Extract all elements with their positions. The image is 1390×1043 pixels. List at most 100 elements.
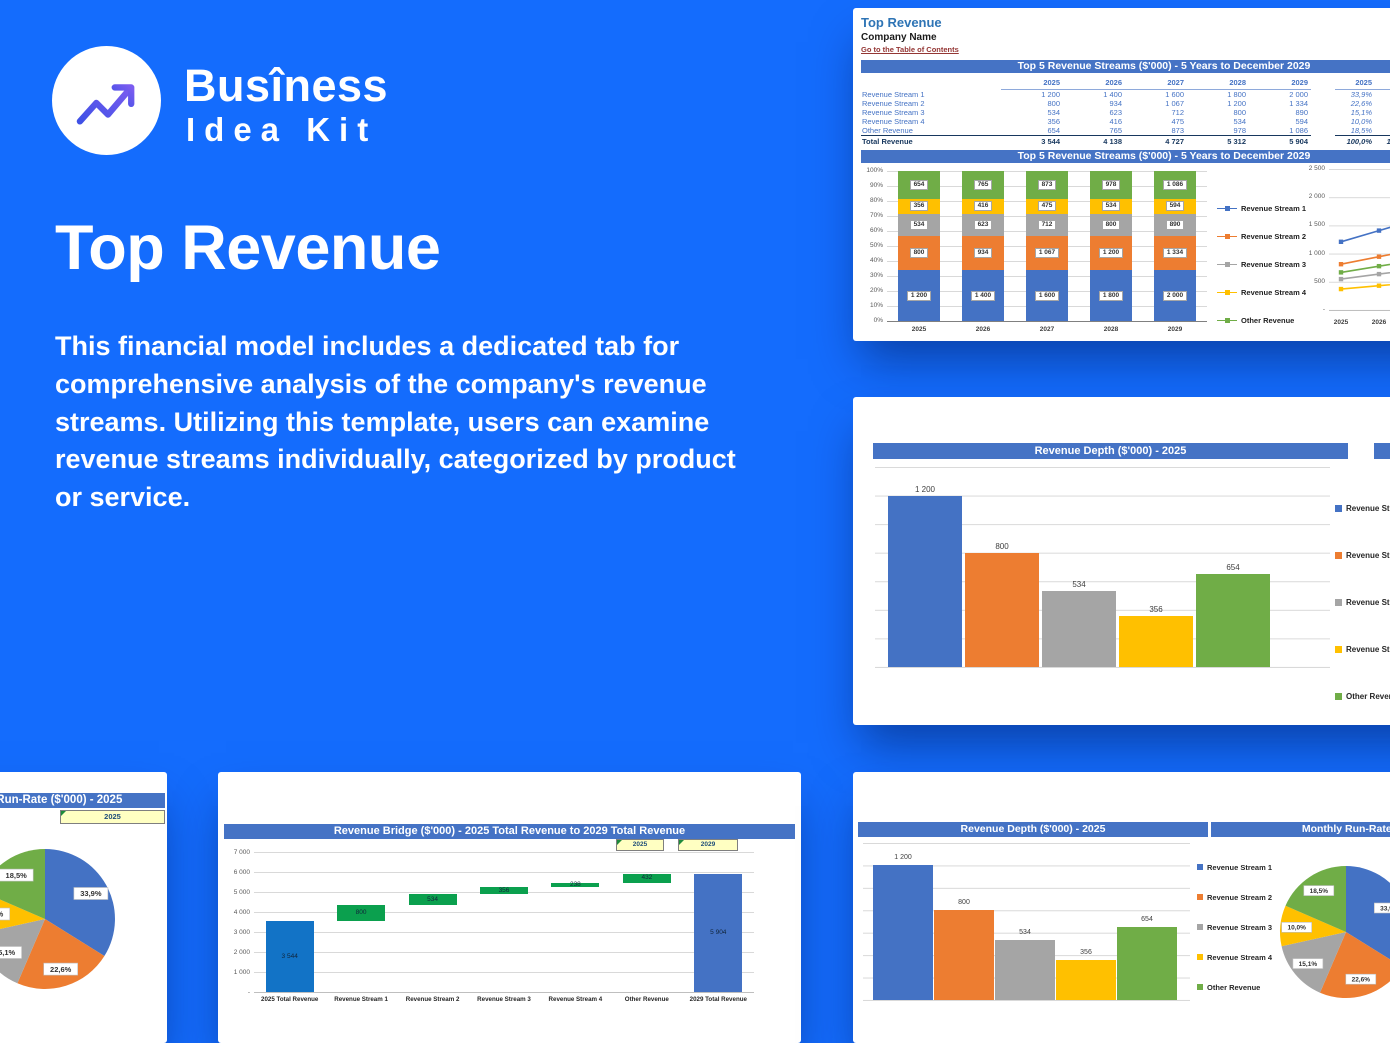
cell-value: 2 000 <box>1289 90 1308 99</box>
cell-pct: 18,5% <box>1350 126 1372 135</box>
pie-value-label: 15,1% <box>1299 961 1318 968</box>
year-filter-dropdown[interactable]: 2025 <box>60 810 165 824</box>
bar-segment: 873 <box>1026 171 1068 199</box>
waterfall-bar-3 <box>408 894 457 906</box>
pct-year-header: 2026 <box>1375 77 1390 90</box>
brand-name: Busîness <box>184 60 389 111</box>
cell-value: 1 800 <box>1227 90 1246 99</box>
y-axis-tick: 100% <box>866 167 883 174</box>
legend-swatch-icon <box>1335 599 1342 606</box>
toc-link[interactable]: Go to the Table of Contents <box>861 45 959 54</box>
bar-value-label: 1 200 <box>906 290 932 301</box>
year-header: 2026 <box>1063 77 1125 90</box>
plot-area: 1 200 800 534 356 654 1 400 934 623 416 765 1 600 1… <box>887 171 1207 322</box>
legend-line-marker-icon <box>1217 261 1237 268</box>
bar-value-label: 3 544 <box>281 952 298 960</box>
cell-pct: 22,6% <box>1375 99 1390 108</box>
panel-runrate-pie: Monthly Run-Rate ($'000) - 2025 2025 33,… <box>0 772 167 1043</box>
cell-pct: 15,1% <box>1350 108 1372 117</box>
sheet-title: Top Revenue <box>861 15 942 30</box>
legend-label: Revenue Stream 4 <box>1346 645 1390 654</box>
bar-value-label: 1 086 <box>1162 179 1188 190</box>
bar-value-label: 800 <box>1101 220 1121 231</box>
row-label: Revenue Stream 3 <box>862 108 925 117</box>
pie-value-label: 22,6% <box>50 965 72 974</box>
bar-value-label: 475 <box>1037 201 1057 212</box>
pie-label-box <box>43 962 78 976</box>
y-axis-tick: 20% <box>869 287 883 294</box>
legend-item: Other Revenue <box>1197 972 1272 1002</box>
x-axis-label: Revenue Stream 3 <box>477 996 531 1003</box>
data-point-marker <box>1376 254 1382 259</box>
bar-segment: 1 400 <box>962 270 1004 321</box>
bar-value-label: 534 <box>909 220 929 231</box>
year-from-filter-dropdown[interactable]: 2025 <box>616 839 664 851</box>
waterfall-bar-2 <box>337 905 386 922</box>
cell-value: 1 200 <box>1041 90 1060 99</box>
cell-value: 765 <box>1109 126 1122 135</box>
data-point-marker <box>1338 276 1344 282</box>
bar-segment: 712 <box>1026 213 1068 237</box>
spacer <box>1311 77 1335 86</box>
y-axis-tick: 2 000 <box>1308 193 1325 201</box>
total-value: 5 312 <box>1187 135 1249 147</box>
bar-segment: 1 086 <box>1154 171 1196 199</box>
data-point-marker <box>1338 270 1344 275</box>
pie-slice-5 <box>1285 866 1346 932</box>
x-axis-label: Revenue Stream 2 <box>405 996 460 1003</box>
cell-value: 416 <box>1109 117 1122 126</box>
total-label: Total Revenue <box>861 135 1001 147</box>
legend-label: Revenue Stream 3 <box>1207 922 1273 932</box>
x-axis-label: 2028 <box>1103 326 1119 333</box>
legend-item: Other Revenue <box>1217 306 1306 334</box>
legend-item: Revenue Stream 3 <box>1197 912 1272 942</box>
legend-label: Revenue Stream 3 <box>1241 259 1307 269</box>
pie-value-label: 10,0% <box>0 910 4 919</box>
legend-item: Revenue Stream 2 <box>1197 882 1272 912</box>
chart-titlebar: Monthly Run-Rate ($'000) - 2025 <box>0 793 165 808</box>
pie-label-box <box>1281 922 1312 933</box>
legend-line-marker-icon <box>1217 233 1237 240</box>
y-axis-tick: 70% <box>869 212 883 219</box>
bar-segment: 1 600 <box>1026 270 1068 321</box>
total-pct: 100,0% <box>1375 135 1390 147</box>
y-axis-tick: 50% <box>869 242 883 249</box>
bar-4 <box>1056 960 1116 1000</box>
brand-logo <box>52 46 161 155</box>
legend-item: Other Revenue <box>1335 673 1390 720</box>
bar-value-label: 356 <box>909 201 929 212</box>
year-to-filter-dropdown[interactable]: 2029 <box>678 839 738 851</box>
legend-label: Revenue Stream 2 <box>1346 551 1390 560</box>
legend-item: Revenue Stream 1 <box>1335 485 1390 532</box>
pie-label-box <box>73 887 109 900</box>
waterfall-bar-4 <box>480 887 528 895</box>
cell-value: 654 <box>1047 126 1060 135</box>
y-axis-tick: 40% <box>869 257 883 264</box>
stacked-chart-titlebar: Top 5 Revenue Streams ($'000) - 5 Years … <box>861 150 1390 163</box>
page-title: Top Revenue <box>55 213 441 283</box>
x-axis-label: 2026 <box>1371 319 1387 326</box>
bar-value-label: 356 <box>1149 605 1163 615</box>
cell-value: 873 <box>1171 126 1184 135</box>
pie-value-label: 18,5% <box>1310 888 1329 895</box>
bar-3 <box>995 940 1055 1000</box>
legend-swatch-icon <box>1197 864 1203 870</box>
cell-value: 534 <box>1047 108 1060 117</box>
cell-value: 623 <box>1109 108 1122 117</box>
legend-label: Revenue Stream 2 <box>1207 892 1273 902</box>
line-series <box>1338 226 1390 292</box>
cell-value: 890 <box>1295 108 1308 117</box>
cell-value: 356 <box>1047 117 1060 126</box>
pie-slice-4 <box>0 899 45 929</box>
x-axis-label: 2029 <box>1167 326 1183 333</box>
data-point-marker <box>1376 228 1382 233</box>
pie-slice-1 <box>1346 866 1390 960</box>
chart-titlebar: Revenue Depth ($'000) - 2025 <box>858 822 1208 837</box>
bar-value-label: 238 <box>569 880 581 888</box>
row-label: Revenue Stream 1 <box>862 90 925 99</box>
bar-segment: 800 <box>1090 213 1132 237</box>
y-axis-tick: 6 000 <box>233 868 250 876</box>
pie-slice-3 <box>0 919 45 984</box>
y-axis-tick: 3 000 <box>233 928 250 936</box>
bar-value-label: 654 <box>1226 562 1240 572</box>
